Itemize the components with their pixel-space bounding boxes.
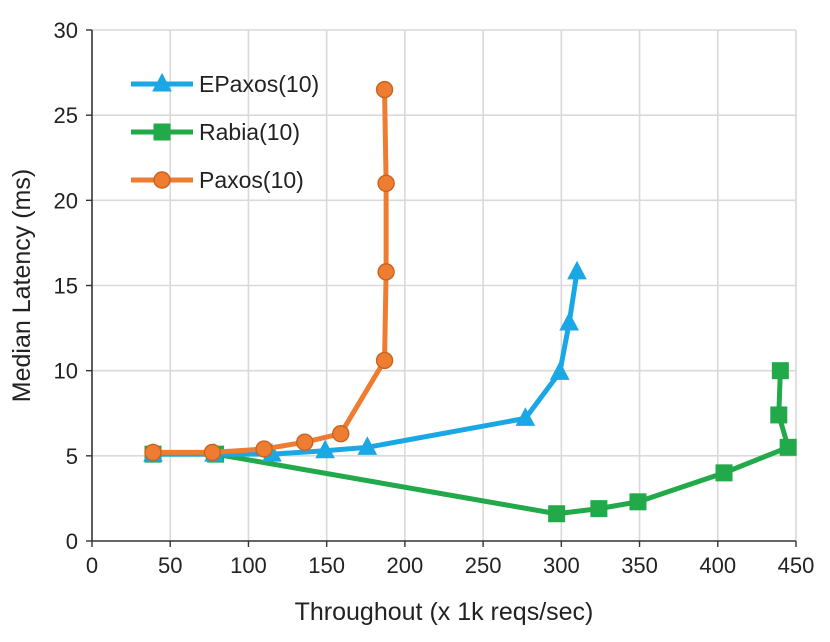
data-point: [357, 436, 378, 455]
data-point: [779, 438, 797, 456]
y-tick-label: 15: [54, 274, 78, 299]
legend-label: Paxos(10): [199, 167, 304, 193]
y-axis-label: Median Latency (ms): [8, 169, 36, 402]
x-tick-label: 350: [621, 553, 658, 578]
data-point: [296, 433, 314, 451]
y-tick-label: 20: [54, 188, 78, 213]
data-point: [332, 424, 350, 443]
legend-item: Paxos(10): [131, 167, 304, 193]
data-point: [515, 407, 536, 426]
y-tick-label: 25: [54, 103, 78, 128]
data-point: [590, 500, 608, 518]
series-epaxos-10: [143, 260, 587, 462]
data-point: [549, 361, 570, 380]
data-point: [203, 443, 222, 462]
legend-marker: [153, 171, 171, 189]
data-point: [375, 80, 394, 99]
series-group: [143, 80, 797, 523]
x-tick-label: 100: [230, 553, 267, 578]
series-rabia-10: [144, 362, 797, 523]
x-tick-label: 450: [778, 553, 815, 578]
data-point: [144, 443, 162, 462]
y-tick-label: 10: [54, 359, 78, 384]
data-point: [771, 362, 789, 380]
x-tick-label: 400: [699, 553, 736, 578]
data-point: [255, 440, 273, 458]
x-tick-label: 150: [308, 553, 345, 578]
legend-label: Rabia(10): [199, 119, 300, 145]
y-tick-label: 0: [66, 529, 78, 554]
axes: [86, 29, 797, 547]
data-point: [375, 351, 394, 370]
data-point: [315, 439, 335, 459]
grid-lines: [92, 29, 797, 541]
x-tick-label: 0: [86, 553, 98, 578]
series-paxos-10: [144, 80, 395, 462]
legend-item: Rabia(10): [131, 119, 300, 145]
data-point: [377, 174, 395, 193]
data-point: [715, 464, 733, 482]
x-tick-label: 200: [387, 553, 424, 578]
x-axis-label: Throughout (x 1k reqs/sec): [295, 598, 594, 626]
x-tick-label: 50: [158, 553, 182, 578]
y-tick-label: 30: [54, 18, 78, 43]
legend-label: EPaxos(10): [199, 71, 319, 97]
legend: EPaxos(10) Rabia(10) Paxos(10): [131, 71, 319, 193]
data-point: [567, 260, 587, 280]
data-point: [559, 311, 579, 331]
y-tick-label: 5: [66, 444, 78, 469]
legend-item: EPaxos(10): [131, 71, 319, 97]
data-point: [548, 505, 566, 523]
legend-marker: [153, 123, 171, 141]
series-line: [150, 269, 580, 457]
legend-marker: [152, 72, 172, 92]
data-point: [770, 406, 788, 424]
data-point: [377, 263, 395, 281]
tick-labels: 0 50 100 150 200 250 300 350 400 450 0 5 10 15 20 25 30: [54, 18, 815, 578]
x-tick-label: 300: [543, 553, 580, 578]
x-tick-label: 250: [465, 553, 502, 578]
data-point: [629, 493, 647, 511]
